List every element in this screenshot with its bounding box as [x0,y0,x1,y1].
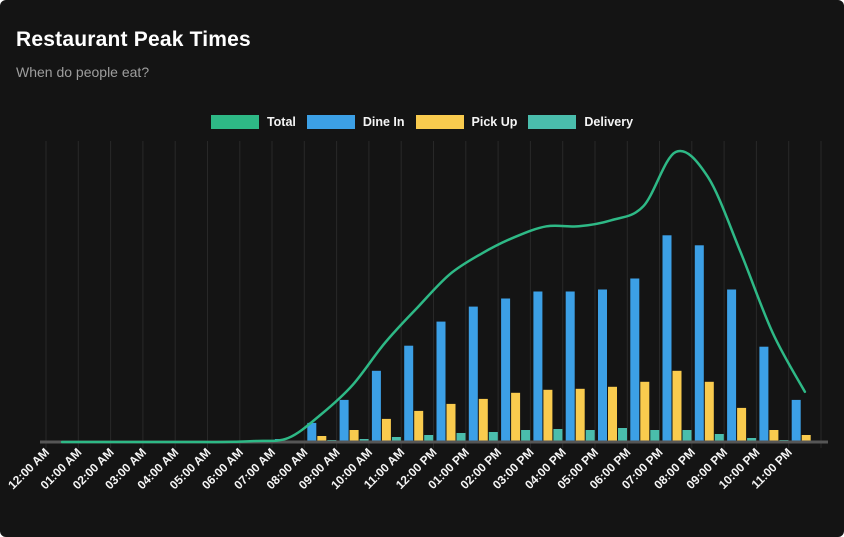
bar-delivery [682,430,692,442]
bar-pick-up [478,398,488,442]
legend-label: Total [266,115,296,129]
bar-pick-up [575,388,585,442]
bar-dine-in [533,291,543,442]
bar-delivery [585,430,595,442]
bar-dine-in [436,321,446,442]
legend-item-dine-in[interactable]: Dine In [306,115,405,129]
x-axis-line [40,440,828,444]
bar-pick-up [640,381,650,442]
bar-delivery [488,432,498,442]
bar-dine-in [339,399,349,442]
bar-pick-up [608,386,617,442]
bar-delivery [391,437,401,442]
bar-pick-up [704,381,714,442]
bar-delivery [553,429,563,442]
legend-label: Delivery [584,115,634,129]
total-line [60,149,807,444]
bar-pick-up [381,418,391,442]
bar-delivery [714,434,724,442]
legend-item-pick-up[interactable]: Pick Up [415,115,518,129]
bar-delivery [521,430,531,442]
bar-dine-in [694,245,704,442]
bar-dine-in [404,345,414,442]
legend-label: Dine In [362,115,405,129]
legend-swatch-total [210,115,259,129]
bar-pick-up [317,436,327,442]
bar-delivery [650,430,660,442]
bar-delivery [424,435,434,442]
legend-swatch-pick-up [415,115,464,129]
bar-dine-in [727,289,737,442]
bar-dine-in [307,422,317,442]
legend: Total Dine In Pick Up Delivery [0,115,844,129]
legend-label: Pick Up [471,115,518,129]
bar-dine-in [791,399,801,442]
bars [242,235,821,442]
bar-dine-in [598,289,607,442]
bar-pick-up [801,435,811,442]
bar-dine-in [468,306,478,442]
bar-dine-in [630,278,640,442]
bar-pick-up [446,403,456,442]
bar-pick-up [349,430,359,442]
bar-dine-in [371,370,381,442]
bar-pick-up [511,392,521,442]
bar-dine-in [501,298,511,442]
bar-delivery [456,433,466,442]
bar-pick-up [769,430,779,442]
chart-title: Restaurant Peak Times [16,28,251,51]
bar-pick-up [672,370,682,442]
gridlines [45,141,822,448]
chart-subtitle: When do people eat? [16,64,150,80]
legend-item-delivery[interactable]: Delivery [528,115,633,129]
bar-pick-up [543,389,553,442]
bar-dine-in [662,235,672,442]
legend-item-total[interactable]: Total [210,115,296,129]
bar-dine-in [565,291,575,442]
legend-swatch-delivery [528,115,577,129]
bar-pick-up [737,407,747,442]
bar-delivery [618,428,627,442]
bar-delivery [747,438,757,442]
bar-dine-in [759,346,769,442]
bar-pick-up [414,410,424,442]
legend-swatch-dine-in [306,115,355,129]
